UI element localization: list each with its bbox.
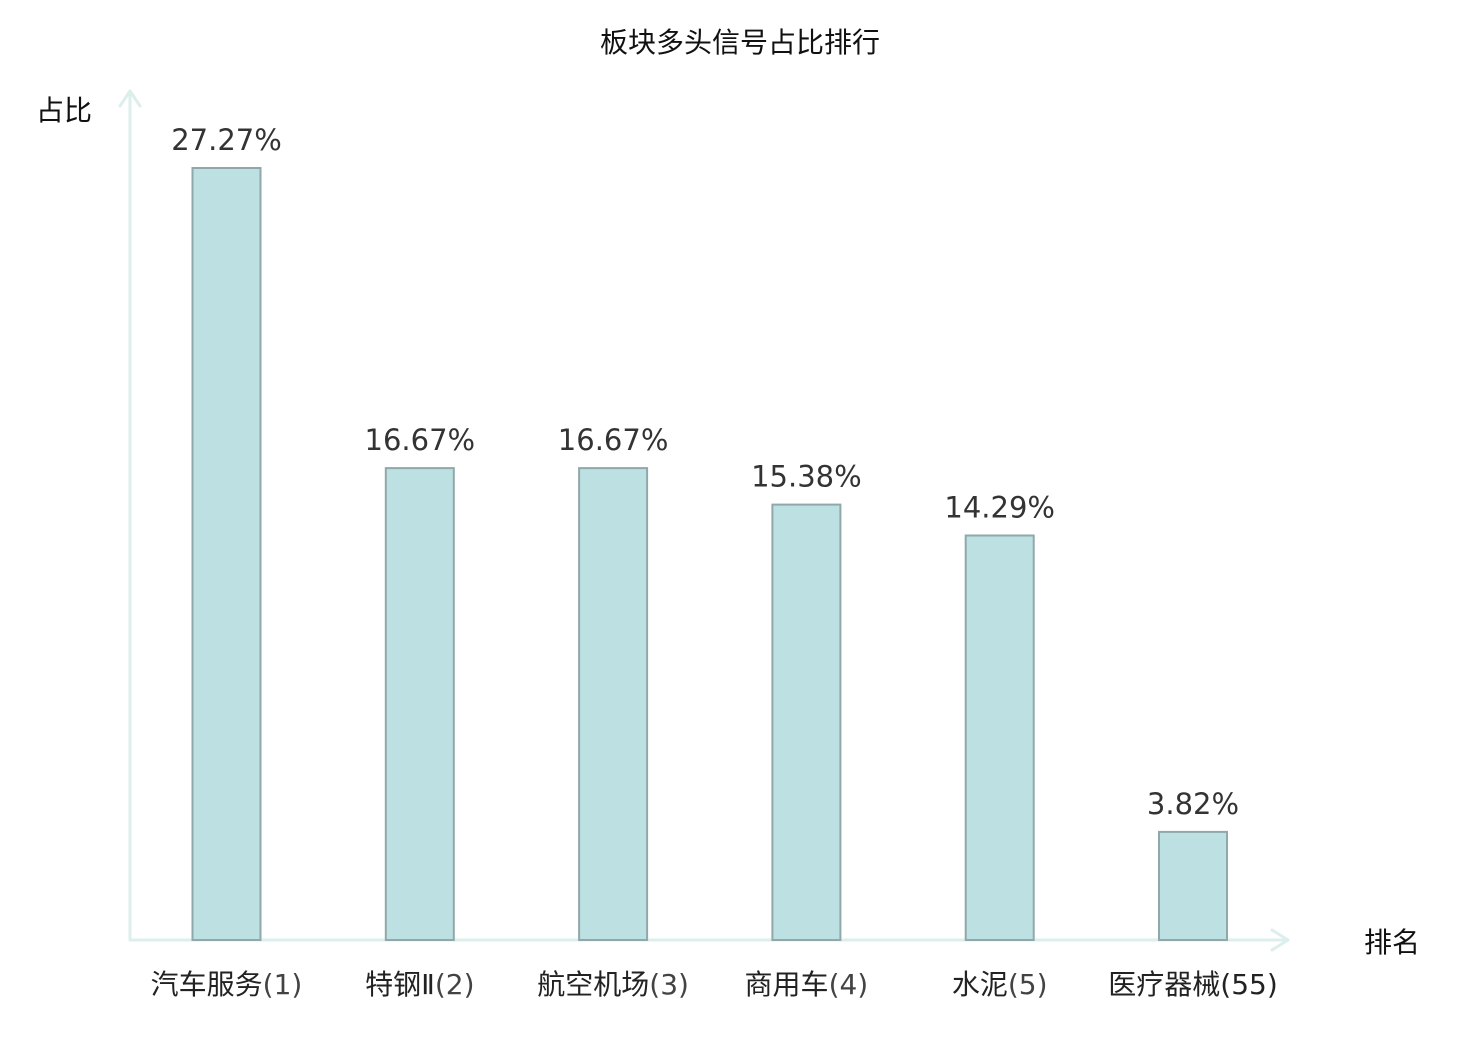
- data-label-6: 3.82%: [1147, 787, 1239, 821]
- data-label-5: 14.29%: [944, 491, 1055, 525]
- tick-label-1: 汽车服务(1): [151, 968, 303, 1001]
- data-label-4: 15.38%: [751, 460, 862, 494]
- tick-label-3: 航空机场(3): [537, 968, 689, 1001]
- bar-1: [191, 167, 262, 941]
- bar-4: [771, 503, 842, 941]
- data-label-2: 16.67%: [365, 423, 476, 457]
- x-axis-label: 排名: [1364, 926, 1420, 959]
- tick-label-2: 特钢Ⅱ(2): [365, 968, 474, 1001]
- tick-label-4: 商用车(4): [745, 968, 869, 1001]
- x-axis: [128, 928, 1290, 952]
- y-axis-label: 占比: [36, 94, 92, 127]
- bar-series: 27.27% 汽车服务(1) 16.67% 特钢Ⅱ(2) 16.67% 航空机场(3) 15…: [151, 123, 1278, 1001]
- bar-6: [1158, 830, 1228, 942]
- tick-label-5: 水泥(5): [952, 968, 1048, 1001]
- y-axis: [118, 89, 142, 942]
- tick-label-6: 医疗器械(55): [1108, 968, 1278, 1001]
- bar-5: [964, 534, 1035, 941]
- chart-title: 板块多头信号占比排行: [600, 26, 880, 59]
- bar-3: [578, 467, 649, 941]
- data-label-3: 16.67%: [558, 423, 669, 457]
- bar-2: [384, 467, 455, 941]
- data-label-1: 27.27%: [171, 123, 282, 157]
